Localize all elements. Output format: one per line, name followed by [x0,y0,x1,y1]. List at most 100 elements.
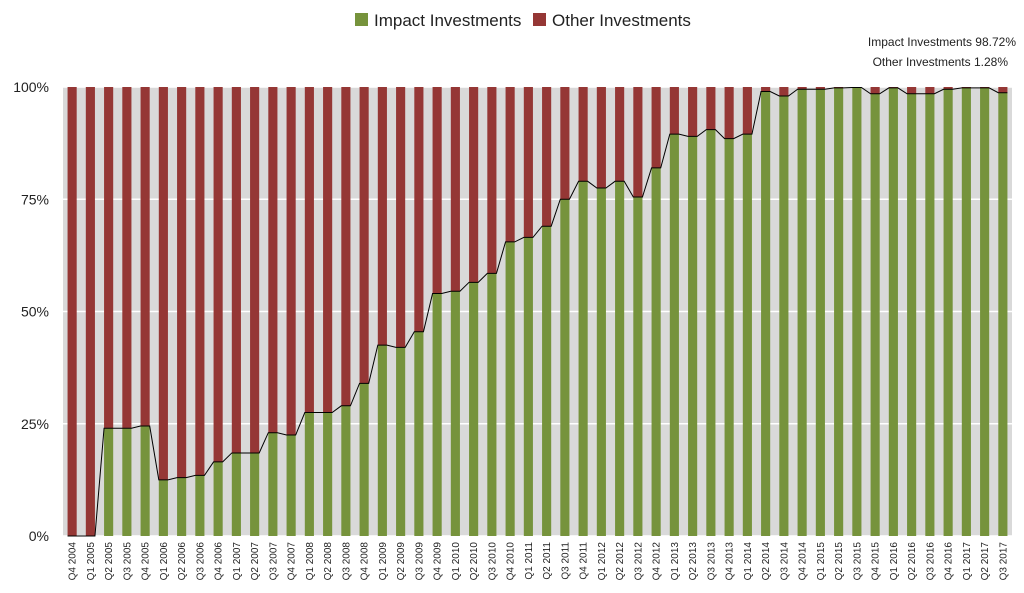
bar-impact [450,291,460,536]
x-axis-tick-labels: Q4 2004 Q1 2005 Q2 2005 Q3 2005 Q4 2005 Q1 20… [68,542,1010,581]
x-tick-label: Q4 2014 [798,542,809,581]
bar-impact [396,347,406,536]
bar-impact [231,452,241,536]
bar-impact [815,89,825,537]
bar-impact [158,479,168,536]
x-tick-label: Q4 2013 [725,542,736,581]
x-tick-label: Q3 2011 [560,542,571,580]
bar-impact [834,87,844,536]
bar-other [907,87,917,94]
bar-other [268,87,278,433]
x-tick-label: Q3 2014 [779,542,790,581]
bar-impact [377,345,387,536]
bar-other [706,87,716,130]
y-tick-label: 25% [21,416,49,432]
bar-impact [505,241,515,536]
bar-impact [633,197,643,536]
bar-other [104,87,114,429]
bar-other [450,87,460,292]
bar-impact [651,167,661,536]
bar-other [140,87,150,426]
bar-other [779,87,789,96]
bar-impact [323,412,333,536]
bar-other [560,87,570,200]
bar-impact [414,331,424,536]
bar-impact [980,87,990,536]
bar-other [177,87,187,478]
legend-swatch-impact [355,13,368,26]
bar-impact [961,87,971,536]
bar-other [651,87,661,168]
bar-impact [596,188,606,536]
x-tick-label: Q3 2015 [852,542,863,581]
bar-impact [104,428,114,536]
bar-impact [925,93,935,537]
x-tick-label: Q2 2010 [469,542,480,581]
bar-impact [341,405,351,536]
y-tick-label: 100% [13,79,49,95]
bar-other [761,87,771,92]
bar-other [523,87,533,238]
bar-other [469,87,479,283]
y-tick-label: 0% [29,528,49,544]
x-tick-label: Q4 2005 [141,542,152,581]
bar-impact [177,477,187,536]
bar-other [925,87,935,94]
bar-other [85,87,95,536]
annotations: Impact Investments 98.72% Other Investme… [868,35,1016,69]
bar-other [542,87,552,227]
x-tick-label: Q1 2013 [670,542,681,581]
bar-impact [578,181,588,537]
bar-impact [870,93,880,537]
bar-other [341,87,351,406]
bar-impact [213,461,223,536]
impact-trend-line [67,86,1008,537]
bar-impact [669,134,679,536]
trend-line [67,86,1008,537]
x-tick-label: Q1 2007 [232,542,243,581]
bar-other [505,87,515,242]
annotation-other: Other Investments 1.28% [873,55,1009,69]
bar-other [158,87,168,480]
x-tick-label: Q1 2016 [889,542,900,581]
bar-other [67,87,77,536]
bar-other [596,87,606,189]
x-tick-label: Q4 2009 [433,542,444,581]
bar-other [122,87,132,429]
bar-impact [304,412,314,536]
x-tick-label: Q4 2012 [652,542,663,581]
bar-impact [359,383,369,536]
y-axis-tick-labels: 0% 25% 50% 75% 100% [13,79,49,544]
x-tick-label: Q1 2005 [86,542,97,581]
bar-other [688,87,698,137]
bar-other [943,87,953,90]
x-tick-label: Q2 2007 [250,542,261,581]
bar-impact [724,138,734,536]
bar-impact [286,434,296,536]
x-tick-label: Q4 2006 [214,542,225,581]
bar-other [231,87,241,453]
x-tick-label: Q3 2012 [633,542,644,581]
bar-impact [140,425,150,536]
x-tick-label: Q2 2006 [177,542,188,581]
x-tick-label: Q4 2007 [287,542,298,581]
x-tick-label: Q3 2013 [706,542,717,581]
bar-impact [688,136,698,536]
bar-other [195,87,205,476]
bar-other [797,87,807,90]
x-tick-label: Q1 2006 [159,542,170,581]
x-tick-label: Q2 2011 [542,542,553,580]
bar-other [414,87,424,332]
x-tick-label: Q2 2014 [761,542,772,581]
annotation-impact: Impact Investments 98.72% [868,35,1016,49]
bar-other [998,87,1008,93]
bar-other [578,87,588,182]
bar-other [633,87,643,198]
x-tick-label: Q1 2009 [378,542,389,581]
bar-impact [797,89,807,537]
bars [67,87,1008,537]
bar-other [213,87,223,462]
bar-impact [761,91,771,537]
legend-swatch-other [533,13,546,26]
